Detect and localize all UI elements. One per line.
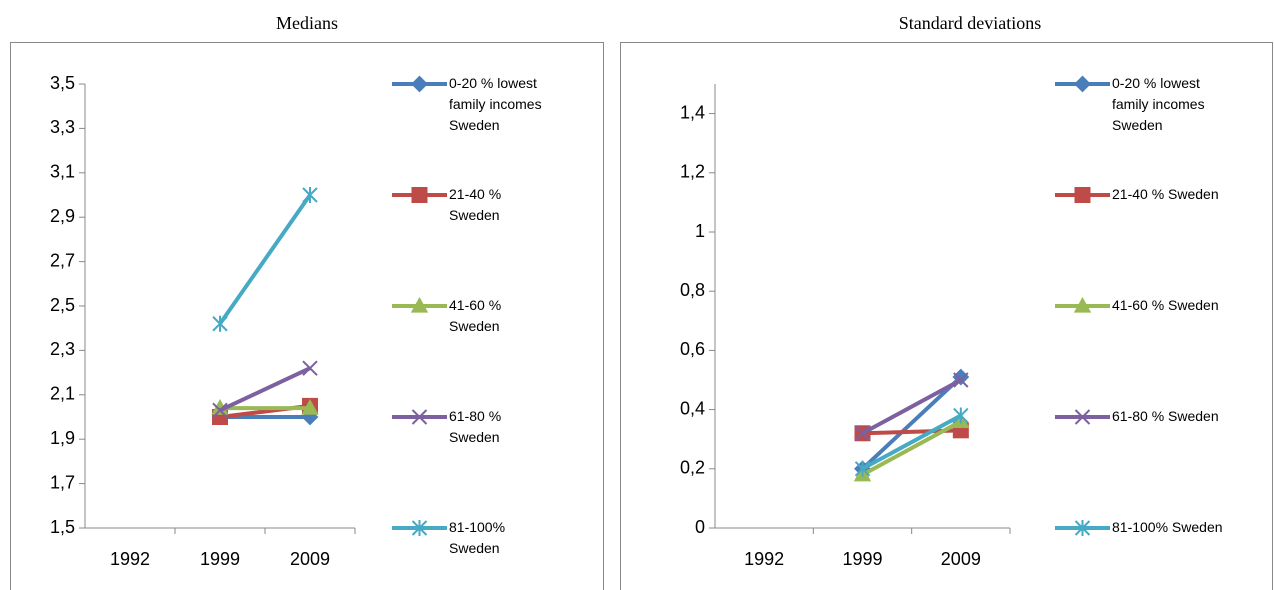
legend-label: 61-80 % Sweden: [449, 408, 502, 445]
marker: [953, 372, 969, 388]
y-tick-label: 3,3: [50, 117, 75, 137]
series-line: [861, 413, 962, 471]
y-tick-label: 0,4: [680, 398, 705, 418]
marker: [411, 187, 428, 203]
series-line: [861, 375, 963, 471]
marker: [1074, 187, 1091, 203]
series: [212, 360, 318, 419]
y-tick-label: 2,9: [50, 206, 75, 226]
y-tick-label: 2,1: [50, 384, 75, 404]
marker: [1074, 409, 1091, 425]
chart-frame: [10, 42, 604, 590]
y-tick-label: 1,5: [50, 517, 75, 537]
series-line: [218, 193, 312, 325]
legend-entry: 21-40 % Sweden: [1112, 186, 1219, 202]
marker: [212, 315, 228, 332]
y-tick-label: 3,5: [50, 73, 75, 93]
y-tick-label: 1,9: [50, 428, 75, 448]
legend-entry: 0-20 % lowest family incomes Sweden: [449, 75, 542, 133]
series: [211, 399, 319, 415]
legend-entry: 21-40 % Sweden: [449, 186, 502, 223]
legend-label: 81-100% Sweden: [449, 519, 506, 556]
chart-frame: [620, 42, 1273, 590]
series: [212, 187, 318, 332]
legend-entry: 81-100% Sweden: [449, 519, 506, 556]
marker: [212, 402, 228, 419]
marker: [1074, 75, 1091, 93]
legend-label: 41-60 % Sweden: [449, 297, 502, 334]
y-tick-label: 0,2: [680, 458, 705, 478]
legend-label: 61-80 % Sweden: [1112, 408, 1219, 424]
legend-label: 21-40 % Sweden: [449, 186, 502, 223]
x-tick-label: 2009: [290, 549, 330, 569]
y-tick-label: 1,4: [680, 102, 705, 122]
legend-label: 81-100% Sweden: [1112, 519, 1223, 535]
y-tick-label: 2,5: [50, 295, 75, 315]
marker: [302, 187, 318, 203]
series-line: [861, 378, 962, 436]
legend-entry: 61-80 % Sweden: [1112, 408, 1219, 424]
y-tick-label: 2,3: [50, 339, 75, 359]
marker: [411, 409, 428, 425]
x-tick-label: 1999: [200, 549, 240, 569]
x-tick-label: 1999: [842, 549, 882, 569]
y-tick-label: 0,6: [680, 339, 705, 359]
marker: [411, 520, 428, 536]
legend-entry: 41-60 % Sweden: [1112, 297, 1219, 313]
legend-entry: 61-80 % Sweden: [449, 408, 502, 445]
legend-entry: 81-100% Sweden: [1112, 519, 1223, 535]
x-tick-label: 1992: [110, 549, 150, 569]
y-tick-label: 0,8: [680, 280, 705, 300]
y-tick-label: 1,2: [680, 162, 705, 182]
x-tick-label: 1992: [744, 549, 784, 569]
y-tick-label: 3,1: [50, 162, 75, 182]
marker: [953, 407, 969, 424]
series: [854, 372, 969, 441]
series: [854, 407, 969, 477]
legend-entry: 0-20 % lowest family incomes Sweden: [1112, 75, 1205, 133]
y-tick-label: 2,7: [50, 250, 75, 270]
legend-label: 41-60 % Sweden: [1112, 297, 1219, 313]
marker: [1074, 520, 1091, 536]
marker: [410, 296, 429, 313]
marker: [411, 75, 428, 93]
series-line: [219, 366, 311, 413]
y-tick-label: 1: [695, 221, 705, 241]
marker: [301, 399, 319, 415]
series: [212, 397, 318, 425]
legend-label: 0-20 % lowest family incomes Sweden: [449, 75, 542, 133]
y-tick-label: 1,7: [50, 472, 75, 492]
marker: [854, 425, 871, 441]
chart-title: Standard deviations: [899, 13, 1041, 33]
legend-label: 0-20 % lowest family incomes Sweden: [1112, 75, 1205, 133]
marker: [302, 360, 318, 376]
legend-entry: 41-60 % Sweden: [449, 297, 502, 334]
marker: [854, 460, 871, 477]
marker: [1073, 296, 1092, 313]
legend-label: 21-40 % Sweden: [1112, 186, 1219, 202]
chart-title: Medians: [276, 13, 338, 33]
series-line: [861, 419, 962, 477]
y-tick-label: 0: [695, 517, 705, 537]
x-tick-label: 2009: [941, 549, 981, 569]
